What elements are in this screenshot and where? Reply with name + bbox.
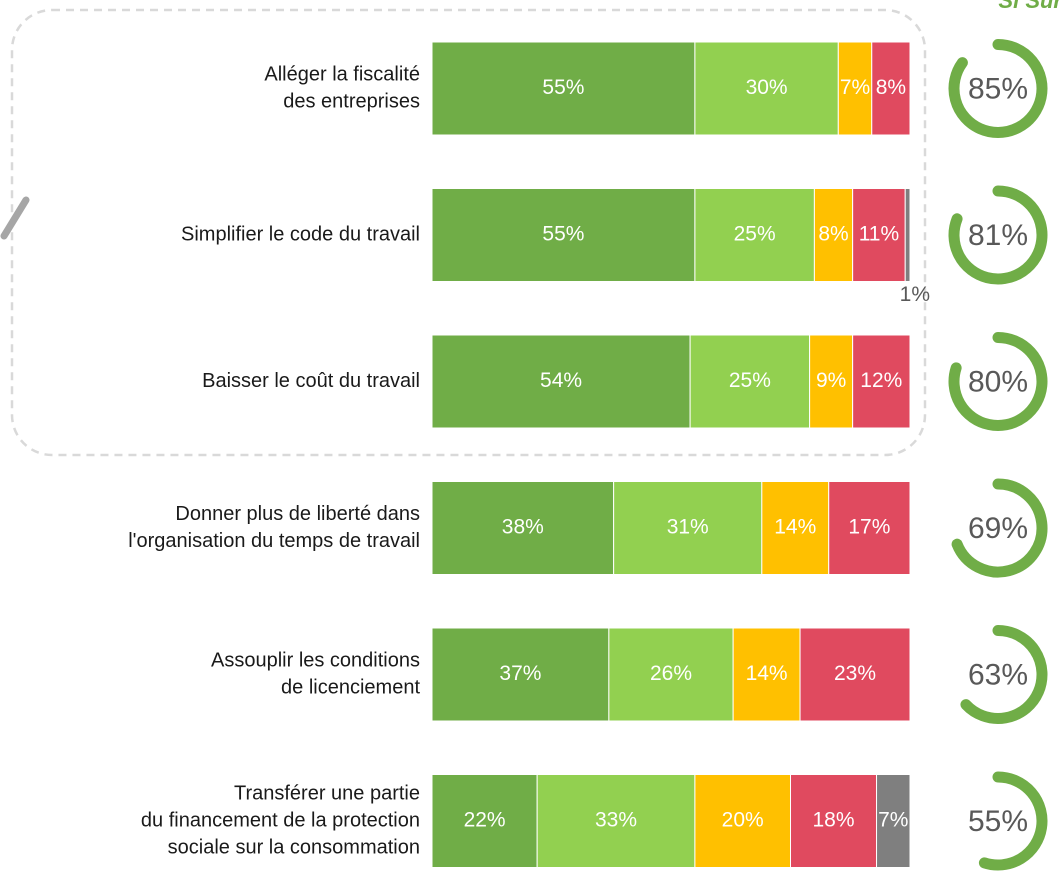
bar-segment bbox=[799, 627, 911, 722]
category-label: Assouplir les conditions bbox=[211, 649, 420, 671]
bar-segment bbox=[613, 481, 763, 575]
value-label: 55% bbox=[542, 76, 584, 99]
total-ring bbox=[948, 185, 1048, 285]
bar-segment bbox=[694, 188, 815, 282]
bar-segment bbox=[790, 774, 878, 868]
category-label: Alléger la fiscalité bbox=[264, 63, 420, 85]
bar-segment bbox=[431, 481, 615, 575]
value-label: 17% bbox=[848, 516, 890, 539]
value-label: 9% bbox=[816, 369, 846, 392]
bar-segment bbox=[852, 188, 906, 282]
bar-segment bbox=[828, 481, 911, 575]
bar-segment bbox=[431, 334, 691, 429]
total-ring bbox=[960, 625, 1048, 724]
bar-segment bbox=[852, 334, 911, 429]
value-label: 30% bbox=[746, 76, 788, 99]
category-label: des entreprises bbox=[283, 90, 420, 112]
value-label: 31% bbox=[667, 516, 709, 539]
value-label: 38% bbox=[502, 516, 544, 539]
value-label: 20% bbox=[722, 809, 764, 832]
highlight-frame bbox=[10, 8, 927, 457]
bar-segment bbox=[732, 627, 801, 722]
bar-segment bbox=[431, 41, 696, 136]
decoration bbox=[0, 196, 30, 240]
value-label: 55% bbox=[542, 223, 584, 246]
value-label: 11% bbox=[859, 223, 899, 246]
value-label: 26% bbox=[650, 662, 692, 685]
value-label: 23% bbox=[834, 662, 876, 685]
corner-label: Si Sur bbox=[998, 0, 1062, 13]
value-label: 7% bbox=[878, 809, 908, 832]
bar-segment bbox=[431, 627, 610, 722]
bar-segment bbox=[431, 774, 538, 868]
bar-segment bbox=[608, 627, 734, 722]
value-label: 8% bbox=[818, 223, 848, 246]
value-label: 1% bbox=[900, 283, 930, 306]
total-label: 55% bbox=[968, 805, 1028, 838]
category-label: de licenciement bbox=[281, 676, 420, 698]
total-ring bbox=[951, 478, 1048, 578]
bar-segment bbox=[904, 188, 911, 282]
category-label: l'organisation du temps de travail bbox=[128, 530, 420, 552]
bar-segment bbox=[809, 334, 854, 429]
value-label: 7% bbox=[840, 76, 870, 99]
total-ring bbox=[948, 39, 1048, 138]
bar-segment bbox=[876, 774, 911, 868]
category-label: du financement de la protection bbox=[141, 809, 420, 831]
value-label: 25% bbox=[734, 223, 776, 246]
total-ring bbox=[948, 332, 1048, 431]
value-label: 14% bbox=[774, 516, 816, 539]
bar-segment bbox=[871, 41, 911, 136]
bar-segment bbox=[689, 334, 811, 429]
bar-segment bbox=[813, 188, 854, 282]
category-label: Simplifier le code du travail bbox=[181, 223, 420, 245]
bar-segment bbox=[694, 41, 839, 136]
category-label: Baisser le coût du travail bbox=[202, 370, 420, 392]
bar-segment bbox=[837, 41, 873, 136]
category-label: Transférer une partie bbox=[234, 782, 420, 804]
value-label: 18% bbox=[813, 809, 855, 832]
value-label: 25% bbox=[729, 369, 771, 392]
total-label: 80% bbox=[968, 365, 1028, 398]
bar-segment bbox=[694, 774, 792, 868]
value-label: 12% bbox=[860, 369, 902, 392]
category-label: sociale sur la consommation bbox=[168, 836, 420, 858]
value-label: 14% bbox=[746, 662, 788, 685]
value-label: 37% bbox=[499, 662, 541, 685]
value-label: 22% bbox=[464, 809, 506, 832]
total-label: 81% bbox=[968, 219, 1028, 252]
total-label: 69% bbox=[968, 512, 1028, 545]
total-ring bbox=[978, 771, 1048, 871]
value-label: 54% bbox=[540, 369, 582, 392]
value-label: 8% bbox=[876, 76, 906, 99]
total-label: 63% bbox=[968, 658, 1028, 691]
value-label: 33% bbox=[595, 809, 637, 832]
category-label: Donner plus de liberté dans bbox=[175, 503, 420, 525]
total-label: 85% bbox=[968, 72, 1028, 105]
